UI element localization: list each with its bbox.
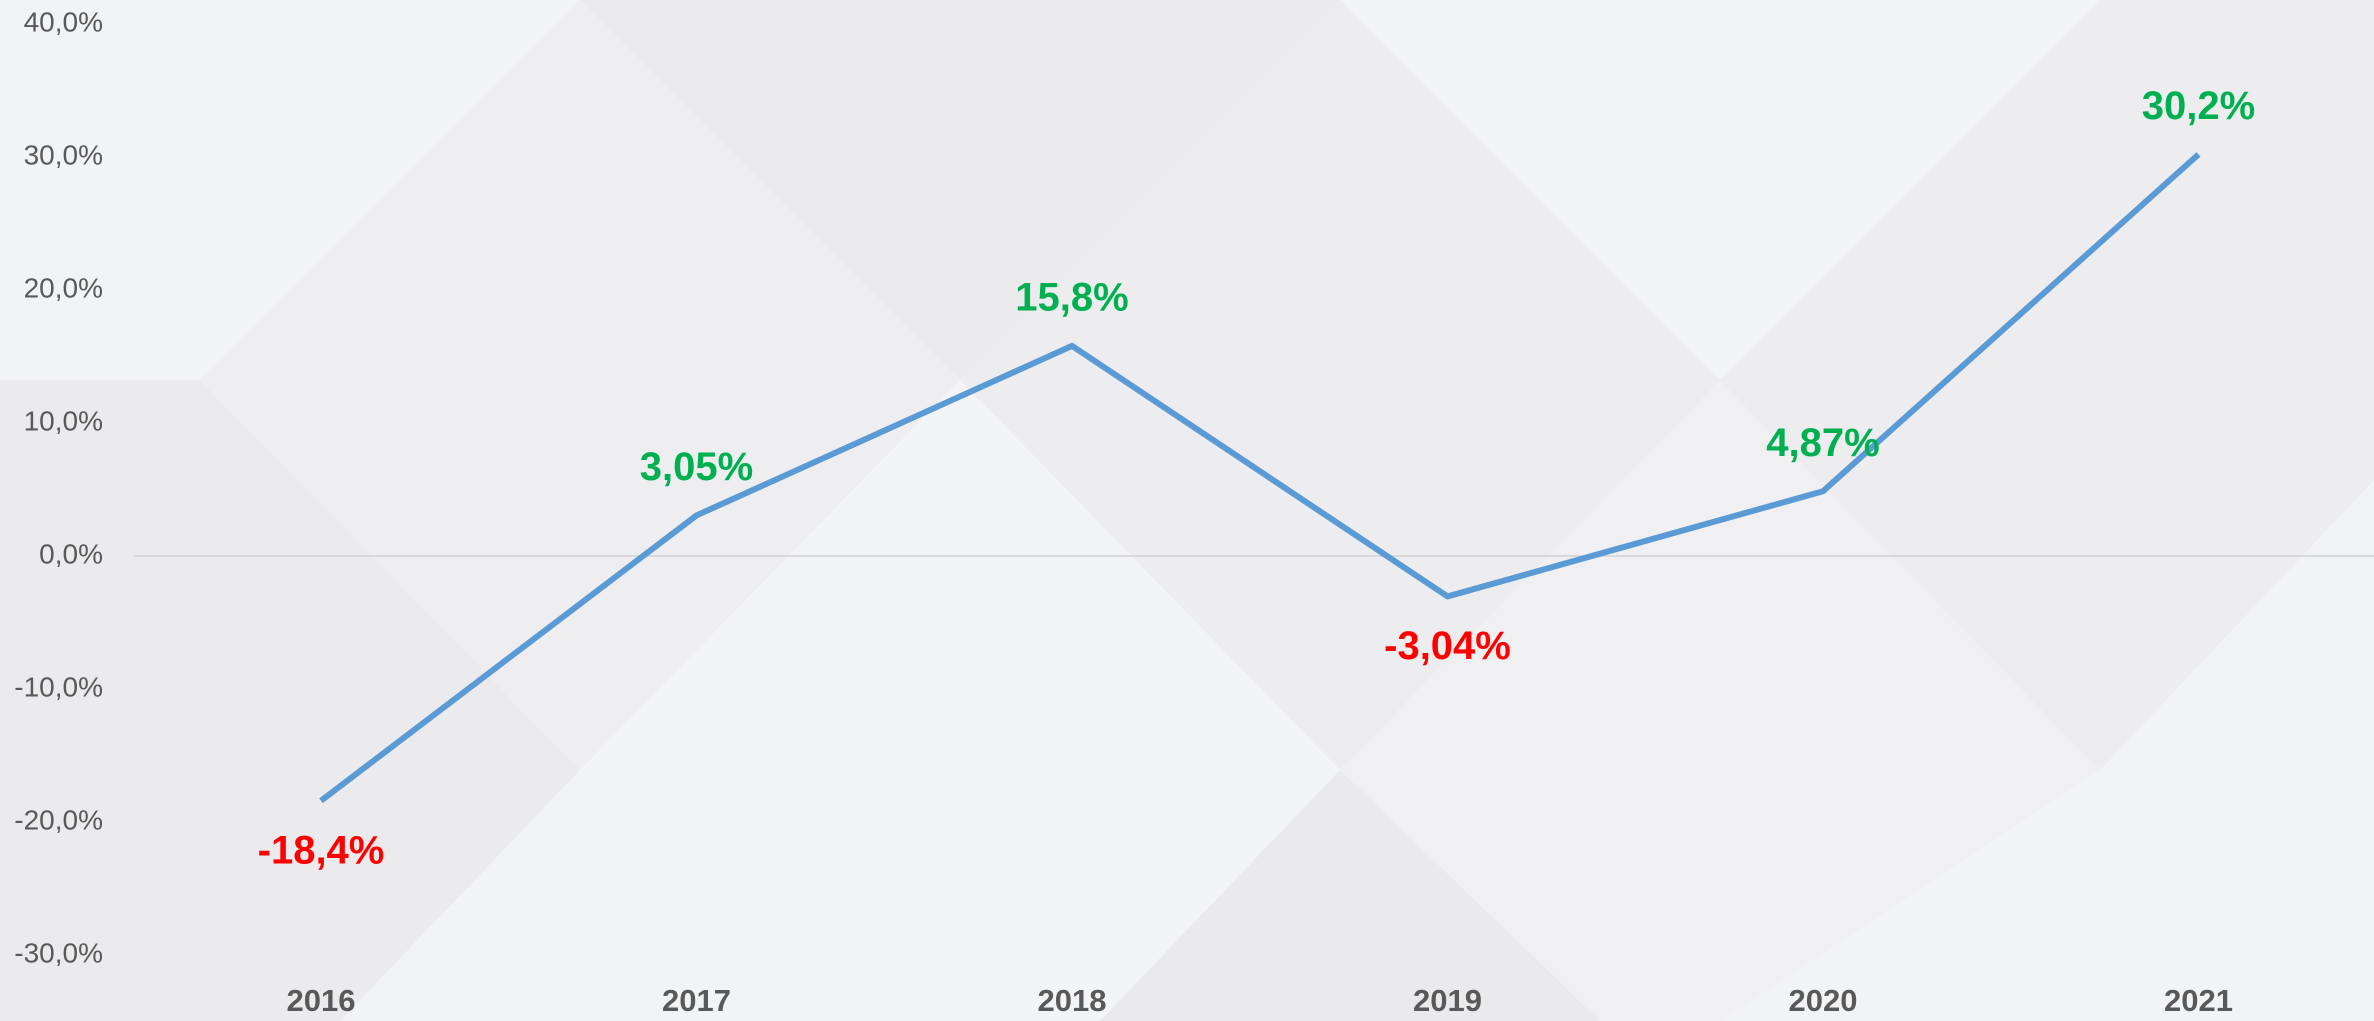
data-label: -3,04% [1384,624,1511,668]
data-label: -18,4% [258,828,385,872]
data-label: 30,2% [2142,84,2255,128]
y-tick-label: 0,0% [39,538,103,569]
y-tick-label: -10,0% [14,671,103,702]
y-tick-label: 10,0% [24,405,103,436]
x-tick-label: 2017 [662,983,731,1018]
data-label: 3,05% [640,445,753,489]
y-tick-label: -30,0% [14,937,103,968]
x-tick-label: 2020 [1789,983,1858,1018]
y-tick-label: 40,0% [24,6,103,37]
x-tick-label: 2021 [2164,983,2233,1018]
data-label: 4,87% [1766,421,1879,465]
y-tick-label: 30,0% [24,139,103,170]
data-label: 15,8% [1015,275,1128,319]
y-tick-label: 20,0% [24,272,103,303]
x-tick-label: 2016 [287,983,356,1018]
y-tick-label: -20,0% [14,804,103,835]
x-tick-label: 2019 [1413,983,1482,1018]
line [319,152,2201,804]
x-tick-label: 2018 [1038,983,1107,1018]
